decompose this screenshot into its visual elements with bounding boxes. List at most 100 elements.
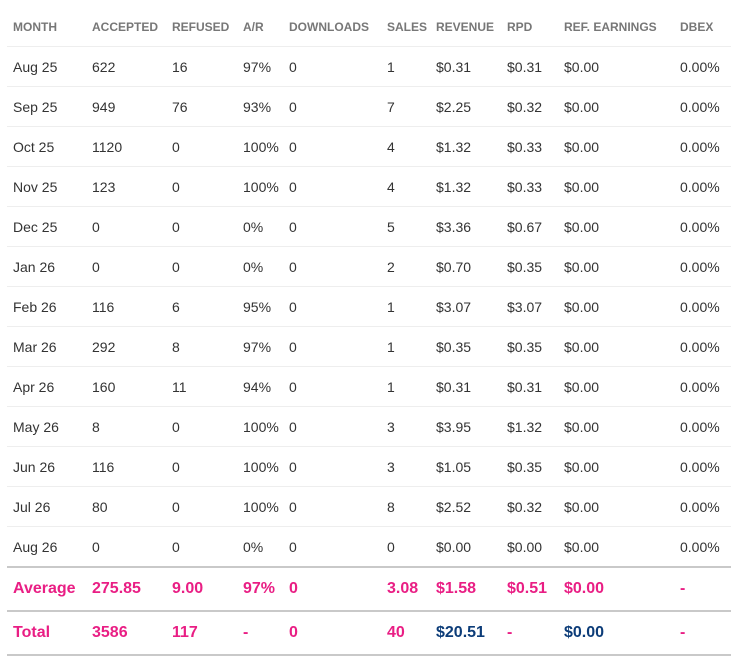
- average-revenue: $1.58: [430, 566, 501, 611]
- table-row: Jun 26 116 0 100% 0 3 $1.05 $0.35 $0.00 …: [7, 446, 731, 487]
- cell-revenue: $0.00: [430, 526, 501, 567]
- cell-refused: 16: [166, 46, 237, 87]
- cell-ar: 100%: [237, 126, 283, 167]
- total-revenue: $20.51: [430, 610, 501, 656]
- cell-ref-earnings: $0.00: [558, 326, 674, 367]
- cell-ar: 0%: [237, 526, 283, 567]
- cell-refused: 8: [166, 326, 237, 367]
- table-row: Jul 26 80 0 100% 0 8 $2.52 $0.32 $0.00 0…: [7, 486, 731, 527]
- average-refused: 9.00: [166, 566, 237, 611]
- cell-downloads: 0: [283, 286, 381, 327]
- cell-accepted: 160: [86, 366, 166, 407]
- cell-sales: 7: [381, 86, 430, 127]
- cell-sales: 4: [381, 166, 430, 207]
- cell-rpd: $3.07: [501, 286, 558, 327]
- cell-accepted: 116: [86, 286, 166, 327]
- cell-sales: 1: [381, 46, 430, 87]
- total-rpd: -: [501, 610, 558, 656]
- cell-sales: 3: [381, 446, 430, 487]
- column-header-ar[interactable]: A/R: [243, 20, 264, 34]
- cell-rpd: $0.35: [501, 446, 558, 487]
- cell-ref-earnings: $0.00: [558, 526, 674, 567]
- cell-ar: 0%: [237, 246, 283, 287]
- cell-downloads: 0: [283, 446, 381, 487]
- column-header-ref-earnings[interactable]: REF. EARNINGS: [564, 20, 657, 34]
- cell-dbex: 0.00%: [674, 286, 731, 327]
- cell-ar: 94%: [237, 366, 283, 407]
- header-row: MONTH ACCEPTED REFUSED A/R DOWNLOADS SAL…: [7, 8, 731, 47]
- cell-ar: 100%: [237, 486, 283, 527]
- cell-accepted: 0: [86, 246, 166, 287]
- cell-month: Nov 25: [7, 166, 86, 207]
- column-header-rpd[interactable]: RPD: [507, 20, 533, 34]
- column-header-revenue[interactable]: REVENUE: [436, 20, 495, 34]
- total-row: Total 3586 117 - 0 40 $20.51 - $0.00 -: [7, 610, 731, 656]
- cell-rpd: $0.33: [501, 126, 558, 167]
- cell-rpd: $0.35: [501, 246, 558, 287]
- cell-refused: 0: [166, 126, 237, 167]
- cell-sales: 3: [381, 406, 430, 447]
- column-header-accepted[interactable]: ACCEPTED: [92, 20, 159, 34]
- cell-refused: 0: [166, 246, 237, 287]
- cell-month: Apr 26: [7, 366, 86, 407]
- cell-revenue: $3.07: [430, 286, 501, 327]
- cell-ar: 0%: [237, 206, 283, 247]
- cell-month: Feb 26: [7, 286, 86, 327]
- cell-downloads: 0: [283, 86, 381, 127]
- cell-dbex: 0.00%: [674, 326, 731, 367]
- cell-downloads: 0: [283, 206, 381, 247]
- average-ref-earnings: $0.00: [558, 566, 674, 611]
- cell-sales: 1: [381, 286, 430, 327]
- total-label: Total: [7, 610, 86, 656]
- cell-rpd: $0.31: [501, 46, 558, 87]
- column-header-month[interactable]: MONTH: [13, 20, 57, 34]
- column-header-dbex[interactable]: DBEX: [680, 20, 714, 34]
- cell-ref-earnings: $0.00: [558, 86, 674, 127]
- total-accepted: 3586: [86, 610, 166, 656]
- cell-month: Jun 26: [7, 446, 86, 487]
- column-header-refused[interactable]: REFUSED: [172, 20, 230, 34]
- cell-dbex: 0.00%: [674, 446, 731, 487]
- cell-rpd: $0.33: [501, 166, 558, 207]
- cell-revenue: $2.52: [430, 486, 501, 527]
- cell-revenue: $2.25: [430, 86, 501, 127]
- cell-downloads: 0: [283, 366, 381, 407]
- average-dbex: -: [674, 566, 731, 611]
- cell-sales: 1: [381, 326, 430, 367]
- cell-ref-earnings: $0.00: [558, 366, 674, 407]
- average-downloads: 0: [283, 566, 381, 611]
- cell-rpd: $0.00: [501, 526, 558, 567]
- cell-ref-earnings: $0.00: [558, 46, 674, 87]
- cell-refused: 0: [166, 446, 237, 487]
- cell-ref-earnings: $0.00: [558, 406, 674, 447]
- table-row: Apr 26 160 11 94% 0 1 $0.31 $0.31 $0.00 …: [7, 366, 731, 407]
- total-dbex: -: [674, 610, 731, 656]
- cell-dbex: 0.00%: [674, 366, 731, 407]
- cell-accepted: 116: [86, 446, 166, 487]
- average-row: Average 275.85 9.00 97% 0 3.08 $1.58 $0.…: [7, 566, 731, 611]
- cell-month: Jul 26: [7, 486, 86, 527]
- cell-rpd: $0.32: [501, 86, 558, 127]
- cell-ref-earnings: $0.00: [558, 126, 674, 167]
- cell-month: Oct 25: [7, 126, 86, 167]
- column-header-downloads[interactable]: DOWNLOADS: [289, 20, 369, 34]
- table-row: Nov 25 123 0 100% 0 4 $1.32 $0.33 $0.00 …: [7, 166, 731, 207]
- cell-downloads: 0: [283, 166, 381, 207]
- average-label: Average: [7, 566, 86, 611]
- cell-ar: 93%: [237, 86, 283, 127]
- cell-ref-earnings: $0.00: [558, 486, 674, 527]
- total-ar: -: [237, 610, 283, 656]
- cell-month: May 26: [7, 406, 86, 447]
- cell-sales: 4: [381, 126, 430, 167]
- cell-dbex: 0.00%: [674, 166, 731, 207]
- cell-downloads: 0: [283, 46, 381, 87]
- cell-accepted: 1120: [86, 126, 166, 167]
- table-row: Sep 25 949 76 93% 0 7 $2.25 $0.32 $0.00 …: [7, 86, 731, 127]
- cell-accepted: 0: [86, 526, 166, 567]
- cell-month: Aug 26: [7, 526, 86, 567]
- cell-accepted: 0: [86, 206, 166, 247]
- table-row: Mar 26 292 8 97% 0 1 $0.35 $0.35 $0.00 0…: [7, 326, 731, 367]
- column-header-sales[interactable]: SALES: [387, 20, 428, 34]
- cell-dbex: 0.00%: [674, 86, 731, 127]
- table-row: Dec 25 0 0 0% 0 5 $3.36 $0.67 $0.00 0.00…: [7, 206, 731, 247]
